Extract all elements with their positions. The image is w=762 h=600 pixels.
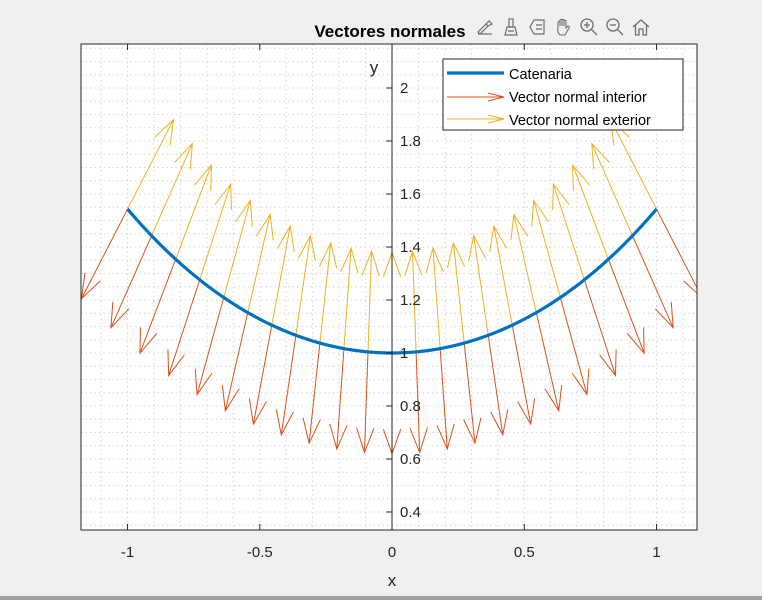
zoom-out-button[interactable] [603, 14, 627, 40]
axis-ticks: -1 -0.5 0 0.5 1 0.4 0.6 0.8 1 1.2 1.4 1.6 1.8 2 [121, 44, 661, 561]
zoom-in-button[interactable] [577, 14, 601, 40]
y-tick-label: 1.2 [400, 292, 421, 309]
edit-plot-button[interactable] [473, 14, 497, 40]
edit-plot-icon [477, 20, 494, 35]
legend-swatch-exterior-arrow [447, 114, 505, 124]
axes-toolbar [473, 14, 653, 40]
restore-view-button[interactable] [629, 14, 653, 40]
zoom-in-icon [580, 18, 598, 36]
y-axis-label: y [370, 58, 379, 77]
pan-hand-icon [557, 18, 570, 36]
x-axis-label: x [388, 571, 397, 590]
legend-box [442, 58, 684, 131]
x-tick-label: -0.5 [247, 544, 273, 561]
status-bar [0, 596, 762, 600]
pan-button[interactable] [551, 14, 575, 40]
y-tick-label: 1 [400, 345, 408, 362]
brush-icon [504, 18, 518, 36]
axes-box [80, 43, 698, 531]
legend-swatch-interior-arrow [447, 92, 505, 102]
y-tick-label: 1.4 [400, 239, 421, 256]
x-tick-label: 1 [652, 544, 660, 561]
legend-label-interior: Vector normal interior [509, 90, 647, 106]
home-restore-view-icon [632, 19, 650, 36]
legend-label-catenaria: Catenaria [509, 67, 573, 83]
x-tick-label: -1 [121, 544, 134, 561]
y-tick-label: 0.8 [400, 398, 421, 415]
x-tick-label: 0 [388, 544, 396, 561]
chart-title: Vectores normales [314, 22, 465, 41]
x-tick-label: 0.5 [514, 544, 535, 561]
y-tick-label: 1.8 [400, 133, 421, 150]
normal-vectors [81, 118, 697, 456]
legend-label-exterior: Vector normal exterior [509, 113, 651, 129]
y-tick-label: 1.6 [400, 186, 421, 203]
y-tick-label: 0.6 [400, 451, 421, 468]
zoom-out-icon [606, 18, 624, 36]
brush-button[interactable] [499, 14, 523, 40]
y-tick-label: 0.4 [400, 504, 421, 521]
legend[interactable]: Catenaria Vector normal interior Vector … [442, 58, 684, 131]
legend-icon [529, 19, 545, 35]
y-tick-label: 2 [400, 80, 408, 97]
legend-button[interactable] [525, 14, 549, 40]
